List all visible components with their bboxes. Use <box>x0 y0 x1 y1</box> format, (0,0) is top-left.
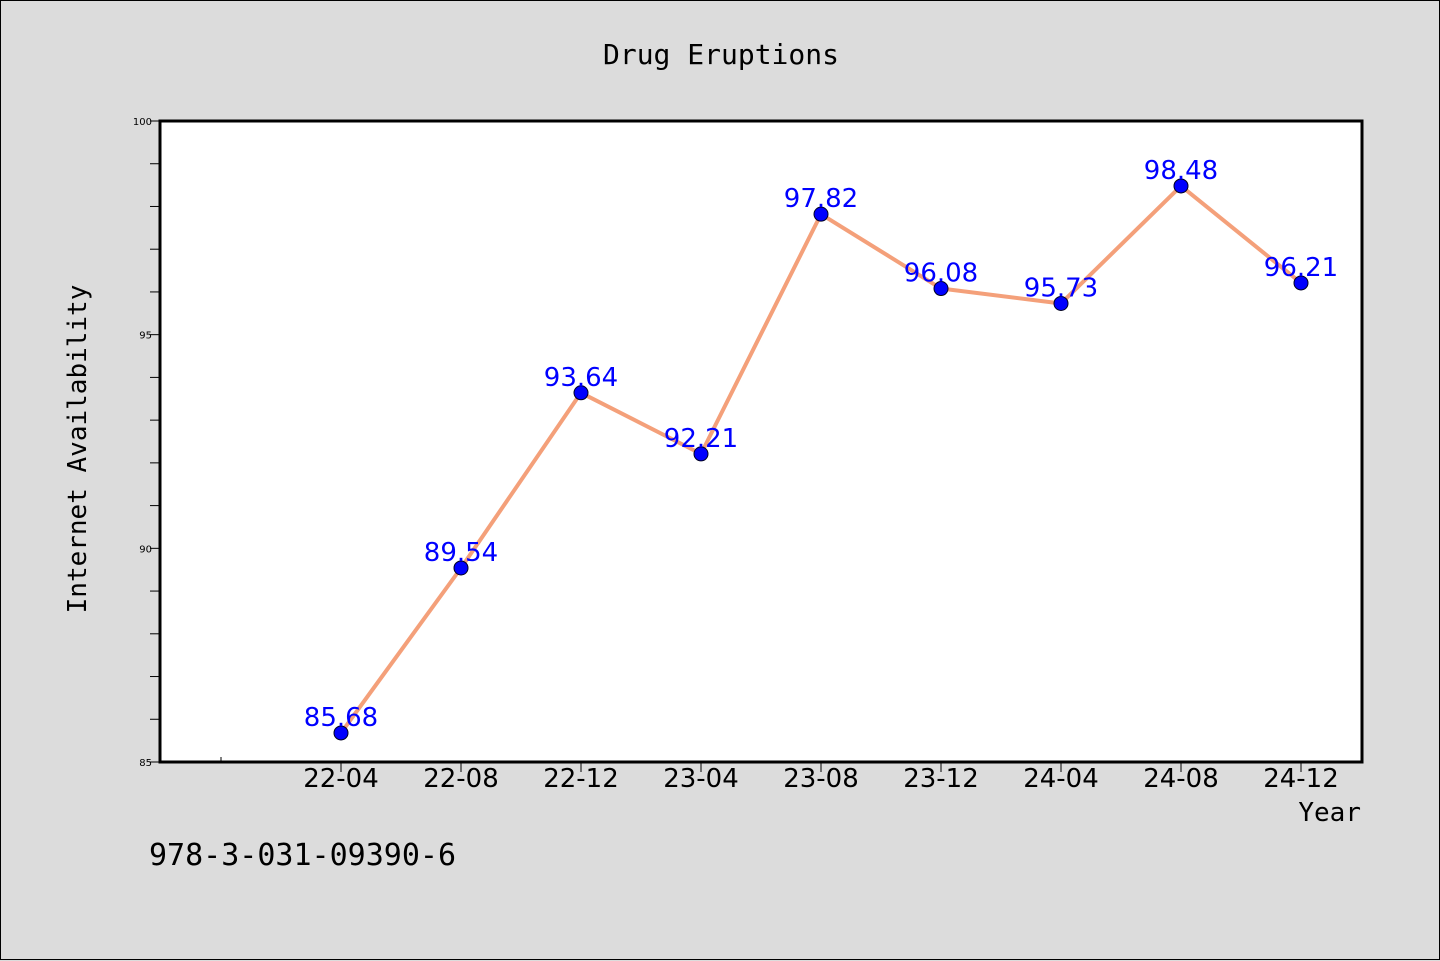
data-point <box>1053 295 1069 311</box>
x-tick-label: 22-12 <box>543 764 619 794</box>
x-tick-label: 23-08 <box>783 764 859 794</box>
data-label: 95.73 <box>1024 273 1098 303</box>
data-label: 92.21 <box>664 424 738 454</box>
data-point <box>453 560 469 576</box>
plot-area <box>158 119 1364 764</box>
x-tick-label: 24-08 <box>1143 764 1219 794</box>
data-label: 89.54 <box>424 538 498 568</box>
data-label: 96.08 <box>904 259 978 289</box>
data-label: 98.48 <box>1144 156 1218 186</box>
data-point <box>933 281 949 297</box>
data-label: 97.82 <box>784 184 858 214</box>
y-axis-label: Internet Availability <box>63 285 93 614</box>
data-point <box>1173 178 1189 194</box>
x-tick-label: 23-12 <box>903 764 979 794</box>
x-tick-label: 23-04 <box>663 764 739 794</box>
y-tick-label: 90 <box>139 544 152 555</box>
data-labels: 85.68 89.54 93.64 92.21 97.82 96.08 95.73 98.48… <box>304 156 1338 733</box>
x-tick-label: 24-04 <box>1023 764 1099 794</box>
x-axis-label: Year <box>1298 798 1361 828</box>
isbn-footnote: 978-3-031-09390-6 <box>149 838 456 873</box>
data-point <box>1293 275 1309 291</box>
data-point <box>333 725 349 741</box>
chart-title: Drug Eruptions <box>603 38 839 71</box>
x-tick-label: 22-08 <box>423 764 499 794</box>
x-tick-label: 22-04 <box>303 764 379 794</box>
y-tick-label: 85 <box>139 758 152 769</box>
data-label: 85.68 <box>304 703 378 733</box>
data-label: 93.64 <box>544 363 618 393</box>
y-tick-label: 95 <box>139 331 152 342</box>
data-point <box>573 385 589 401</box>
series-markers <box>333 178 1309 741</box>
x-tick-label: 24-12 <box>1263 764 1339 794</box>
data-point <box>693 446 709 462</box>
axis-ticks: 85 90 95 100 22-04 22-08 22-12 23-04 23-08 23-12 2… <box>133 117 1339 794</box>
data-label: 96.21 <box>1264 253 1338 283</box>
data-point <box>813 206 829 222</box>
y-tick-label: 100 <box>133 117 152 128</box>
